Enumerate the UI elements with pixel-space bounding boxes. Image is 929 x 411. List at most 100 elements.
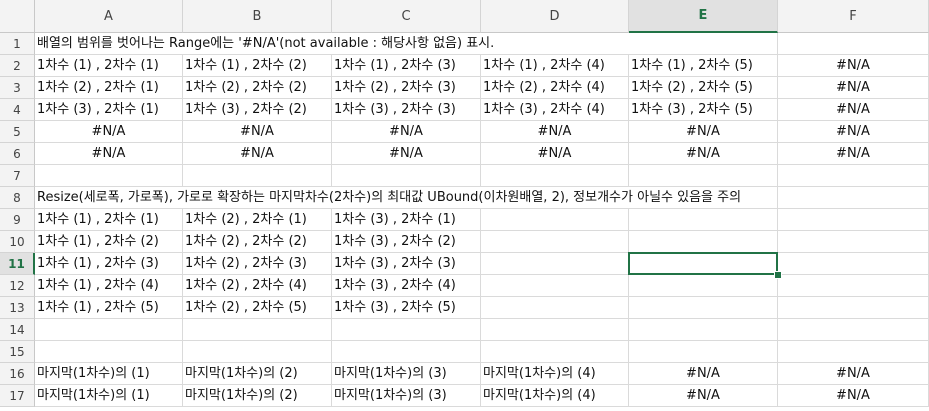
cell-a6[interactable]: #N/A <box>35 143 183 165</box>
column-header-e[interactable]: E <box>629 0 778 33</box>
row-header-3[interactable]: 3 <box>0 77 35 99</box>
cell-b5[interactable]: #N/A <box>183 121 332 143</box>
cell-b7[interactable] <box>183 165 332 187</box>
cell-f16[interactable]: #N/A <box>778 363 929 385</box>
cell-e9[interactable] <box>629 209 778 231</box>
cell-e3[interactable]: 1차수 (2) , 2차수 (5) <box>629 77 778 99</box>
cell-f14[interactable] <box>778 319 929 341</box>
cell-f3[interactable]: #N/A <box>778 77 929 99</box>
cell-e6[interactable]: #N/A <box>629 143 778 165</box>
cell-a10[interactable]: 1차수 (1) , 2차수 (2) <box>35 231 183 253</box>
cell-a5[interactable]: #N/A <box>35 121 183 143</box>
cell-f4[interactable]: #N/A <box>778 99 929 121</box>
cell-d15[interactable] <box>481 341 629 363</box>
row-header-6[interactable]: 6 <box>0 143 35 165</box>
row-header-15[interactable]: 15 <box>0 341 35 363</box>
cell-e15[interactable] <box>629 341 778 363</box>
cell-a12[interactable]: 1차수 (1) , 2차수 (4) <box>35 275 183 297</box>
cell-f13[interactable] <box>778 297 929 319</box>
cell-d3[interactable]: 1차수 (2) , 2차수 (4) <box>481 77 629 99</box>
cell-c5[interactable]: #N/A <box>332 121 481 143</box>
cell-a15[interactable] <box>35 341 183 363</box>
column-header-f[interactable]: F <box>778 0 929 33</box>
cell-c13[interactable]: 1차수 (3) , 2차수 (5) <box>332 297 481 319</box>
cell-e16[interactable]: #N/A <box>629 363 778 385</box>
cell-f7[interactable] <box>778 165 929 187</box>
cell-a1[interactable]: 배열의 범위를 벗어나는 Range에는 '#N/A'(not availabl… <box>35 33 494 55</box>
cell-d4[interactable]: 1차수 (3) , 2차수 (4) <box>481 99 629 121</box>
cell-c3[interactable]: 1차수 (2) , 2차수 (3) <box>332 77 481 99</box>
cell-b3[interactable]: 1차수 (2) , 2차수 (2) <box>183 77 332 99</box>
cell-c8[interactable] <box>332 187 481 209</box>
cell-a11[interactable]: 1차수 (1) , 2차수 (3) <box>35 253 183 275</box>
cell-a13[interactable]: 1차수 (1) , 2차수 (5) <box>35 297 183 319</box>
cell-c7[interactable] <box>332 165 481 187</box>
cell-d13[interactable] <box>481 297 629 319</box>
cell-b14[interactable] <box>183 319 332 341</box>
cell-d16[interactable]: 마지막(1차수)의 (4) <box>481 363 629 385</box>
cell-a17[interactable]: 마지막(1차수)의 (1) <box>35 385 183 407</box>
cell-c12[interactable]: 1차수 (3) , 2차수 (4) <box>332 275 481 297</box>
cell-c1[interactable] <box>332 33 481 55</box>
row-header-10[interactable]: 10 <box>0 231 35 253</box>
cell-c6[interactable]: #N/A <box>332 143 481 165</box>
cell-f2[interactable]: #N/A <box>778 55 929 77</box>
cell-d12[interactable] <box>481 275 629 297</box>
cell-a9[interactable]: 1차수 (1) , 2차수 (1) <box>35 209 183 231</box>
cell-e2[interactable]: 1차수 (1) , 2차수 (5) <box>629 55 778 77</box>
cell-d9[interactable] <box>481 209 629 231</box>
cell-c11[interactable]: 1차수 (3) , 2차수 (3) <box>332 253 481 275</box>
cell-b6[interactable]: #N/A <box>183 143 332 165</box>
cell-c2[interactable]: 1차수 (1) , 2차수 (3) <box>332 55 481 77</box>
cell-e13[interactable] <box>629 297 778 319</box>
row-header-12[interactable]: 12 <box>0 275 35 297</box>
cell-d14[interactable] <box>481 319 629 341</box>
row-header-4[interactable]: 4 <box>0 99 35 121</box>
cell-f11[interactable] <box>778 253 929 275</box>
cell-c10[interactable]: 1차수 (3) , 2차수 (2) <box>332 231 481 253</box>
cell-f15[interactable] <box>778 341 929 363</box>
row-header-16[interactable]: 16 <box>0 363 35 385</box>
cell-b9[interactable]: 1차수 (2) , 2차수 (1) <box>183 209 332 231</box>
select-all-corner[interactable] <box>0 0 35 33</box>
cell-e10[interactable] <box>629 231 778 253</box>
column-header-d[interactable]: D <box>481 0 629 33</box>
row-header-11[interactable]: 11 <box>0 253 35 275</box>
cell-f8[interactable] <box>778 187 929 209</box>
cell-f6[interactable]: #N/A <box>778 143 929 165</box>
cell-b2[interactable]: 1차수 (1) , 2차수 (2) <box>183 55 332 77</box>
cell-b8[interactable] <box>183 187 332 209</box>
cell-a7[interactable] <box>35 165 183 187</box>
cell-d10[interactable] <box>481 231 629 253</box>
cell-f1[interactable] <box>778 33 929 55</box>
cell-c16[interactable]: 마지막(1차수)의 (3) <box>332 363 481 385</box>
cell-d2[interactable]: 1차수 (1) , 2차수 (4) <box>481 55 629 77</box>
cell-e11[interactable] <box>629 253 778 275</box>
cell-a4[interactable]: 1차수 (3) , 2차수 (1) <box>35 99 183 121</box>
cell-b16[interactable]: 마지막(1차수)의 (2) <box>183 363 332 385</box>
cell-f10[interactable] <box>778 231 929 253</box>
row-header-1[interactable]: 1 <box>0 33 35 55</box>
cell-e1[interactable] <box>629 33 778 55</box>
cell-f5[interactable]: #N/A <box>778 121 929 143</box>
cell-d5[interactable]: #N/A <box>481 121 629 143</box>
cell-f12[interactable] <box>778 275 929 297</box>
cell-b10[interactable]: 1차수 (2) , 2차수 (2) <box>183 231 332 253</box>
row-header-14[interactable]: 14 <box>0 319 35 341</box>
cell-e7[interactable] <box>629 165 778 187</box>
row-header-9[interactable]: 9 <box>0 209 35 231</box>
cell-d6[interactable]: #N/A <box>481 143 629 165</box>
row-header-5[interactable]: 5 <box>0 121 35 143</box>
row-header-7[interactable]: 7 <box>0 165 35 187</box>
cell-e8[interactable] <box>629 187 778 209</box>
cell-c15[interactable] <box>332 341 481 363</box>
column-header-a[interactable]: A <box>35 0 183 33</box>
cell-b4[interactable]: 1차수 (3) , 2차수 (2) <box>183 99 332 121</box>
row-header-13[interactable]: 13 <box>0 297 35 319</box>
cell-a14[interactable] <box>35 319 183 341</box>
cell-e5[interactable]: #N/A <box>629 121 778 143</box>
cell-b15[interactable] <box>183 341 332 363</box>
cell-b12[interactable]: 1차수 (2) , 2차수 (4) <box>183 275 332 297</box>
cell-c9[interactable]: 1차수 (3) , 2차수 (1) <box>332 209 481 231</box>
